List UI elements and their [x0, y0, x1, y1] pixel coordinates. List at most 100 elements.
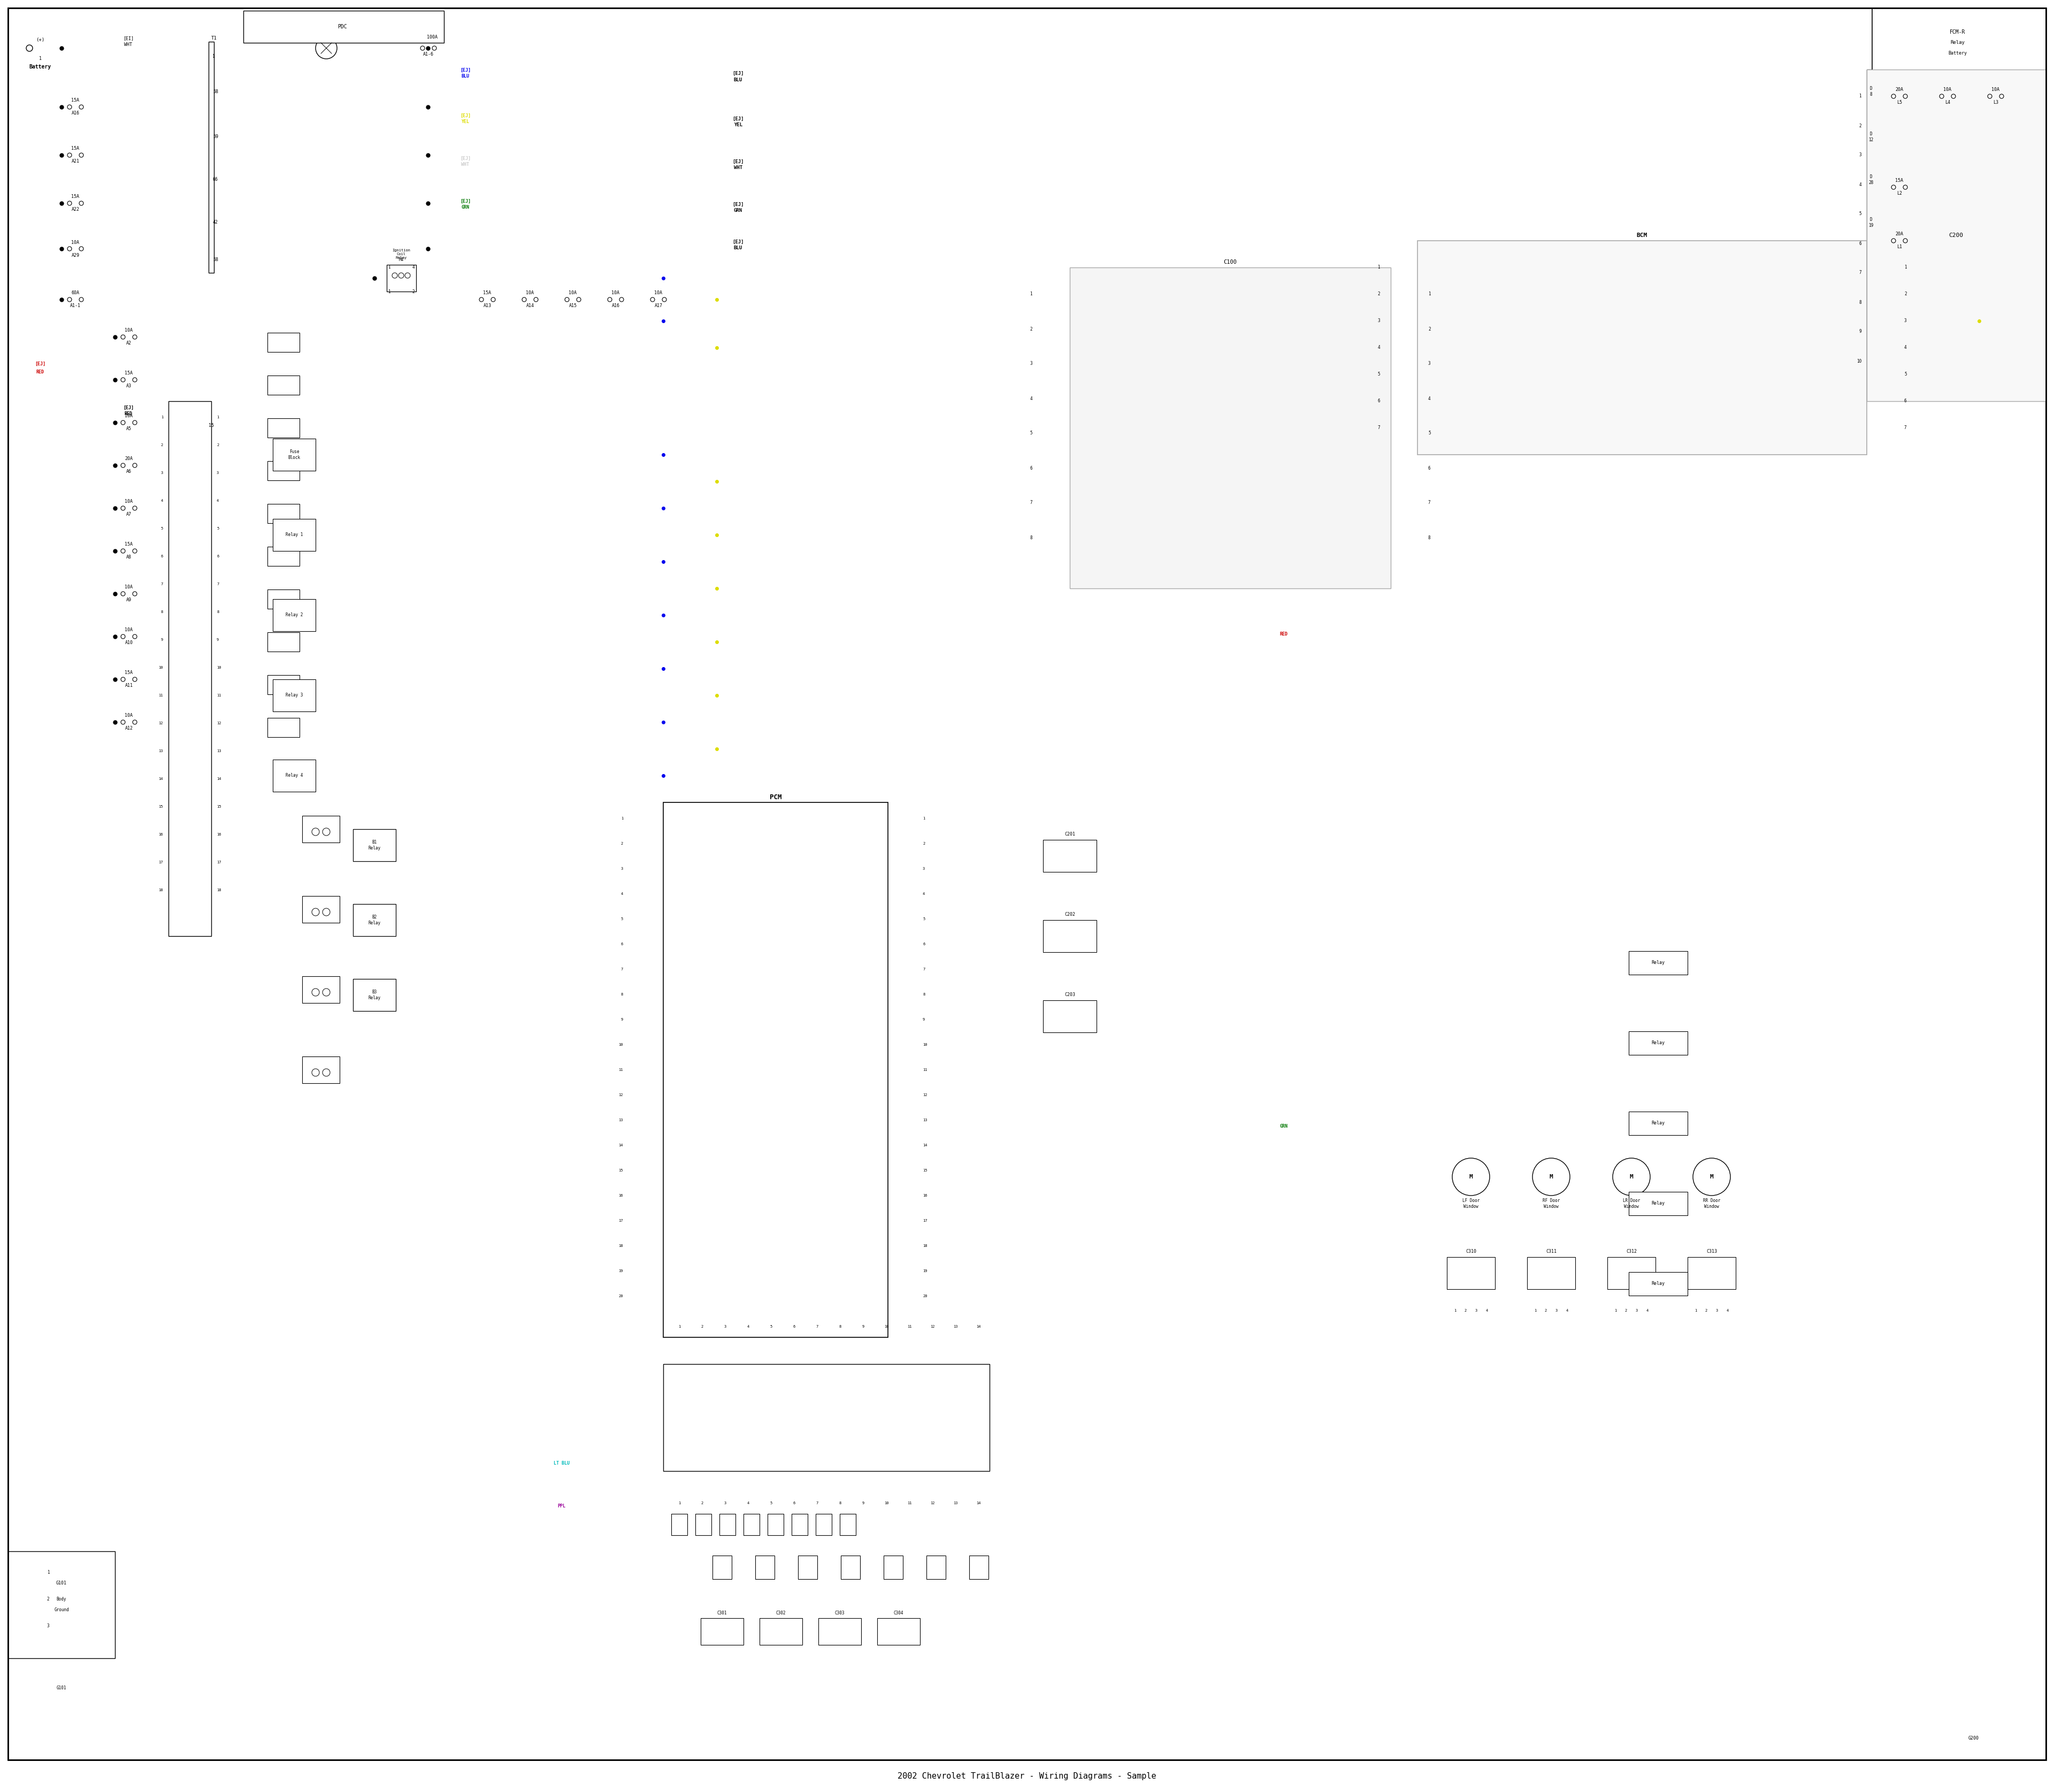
Text: 6: 6: [216, 556, 220, 557]
Circle shape: [534, 297, 538, 301]
Text: A12: A12: [125, 726, 134, 731]
Text: 6: 6: [160, 556, 162, 557]
Text: 3: 3: [1859, 152, 1861, 158]
Text: A1-6: A1-6: [423, 52, 433, 57]
Text: FCM-R: FCM-R: [1949, 29, 1966, 34]
Text: 17: 17: [216, 860, 222, 864]
Bar: [791, 1514, 807, 1536]
Text: C201: C201: [1064, 831, 1074, 837]
Bar: [840, 1514, 857, 1536]
Text: 12: 12: [930, 1502, 935, 1505]
Text: 2: 2: [1705, 1308, 1707, 1312]
Text: 5: 5: [1029, 430, 1033, 435]
Text: 10A: 10A: [125, 328, 134, 333]
Circle shape: [392, 272, 396, 278]
Circle shape: [405, 272, 411, 278]
Text: 7: 7: [1904, 425, 1906, 430]
Text: 10A: 10A: [125, 713, 134, 719]
Text: 1: 1: [1378, 265, 1380, 271]
Text: 8: 8: [922, 993, 924, 996]
Text: 9: 9: [863, 1324, 865, 1328]
Text: A29: A29: [72, 253, 80, 258]
Text: 12: 12: [930, 1324, 935, 1328]
Bar: [353, 903, 396, 935]
Text: 5: 5: [770, 1502, 772, 1505]
Bar: [242, 11, 444, 43]
Text: 11: 11: [216, 694, 222, 697]
Text: 6: 6: [1904, 400, 1906, 403]
Circle shape: [134, 720, 138, 724]
Text: 3: 3: [620, 867, 622, 871]
Circle shape: [479, 297, 483, 301]
Circle shape: [1904, 95, 1908, 99]
Text: 14: 14: [976, 1324, 980, 1328]
Bar: [877, 1618, 920, 1645]
Text: 20: 20: [618, 1294, 622, 1297]
Circle shape: [1892, 185, 1896, 190]
Circle shape: [68, 106, 72, 109]
Text: Relay 1: Relay 1: [286, 532, 302, 538]
Text: D
8: D 8: [1869, 86, 1873, 97]
Bar: [1629, 1032, 1688, 1055]
Text: 3: 3: [725, 1502, 727, 1505]
Text: 11: 11: [908, 1502, 912, 1505]
Text: 2: 2: [1859, 124, 1861, 127]
Text: 9: 9: [216, 638, 220, 642]
Text: A16: A16: [612, 303, 620, 308]
Circle shape: [68, 201, 72, 206]
Circle shape: [134, 378, 138, 382]
Bar: [267, 418, 300, 437]
Text: 3: 3: [1475, 1308, 1477, 1312]
Bar: [267, 461, 300, 480]
Circle shape: [312, 1068, 318, 1077]
Text: G101: G101: [55, 1581, 68, 1586]
Bar: [267, 504, 300, 523]
Text: 58: 58: [214, 258, 218, 262]
Circle shape: [134, 634, 138, 638]
Text: 10: 10: [216, 667, 222, 668]
Text: 10A: 10A: [655, 290, 663, 296]
Circle shape: [1692, 1158, 1729, 1195]
Text: PPL: PPL: [557, 1503, 565, 1509]
Text: 60A: 60A: [72, 290, 80, 296]
Text: [EJ]
BLU: [EJ] BLU: [460, 68, 470, 79]
Text: YEL: YEL: [733, 124, 741, 127]
Text: 18: 18: [158, 889, 162, 892]
Text: 10: 10: [922, 1043, 926, 1047]
Text: 4: 4: [1378, 346, 1380, 349]
Text: 3: 3: [1378, 319, 1380, 323]
Text: 15A: 15A: [125, 371, 134, 376]
Text: 17: 17: [922, 1219, 926, 1222]
Bar: [744, 1514, 760, 1536]
Text: C203: C203: [1064, 993, 1074, 998]
Text: 1: 1: [39, 56, 41, 61]
Text: 15A: 15A: [72, 99, 80, 102]
Text: L1: L1: [1896, 246, 1902, 249]
Text: C303: C303: [834, 1611, 844, 1615]
Text: 15A: 15A: [125, 543, 134, 547]
Text: M4: M4: [398, 256, 405, 262]
Text: 8: 8: [160, 611, 162, 613]
Circle shape: [398, 272, 405, 278]
Text: 18: 18: [922, 1244, 926, 1247]
Text: 7: 7: [1378, 425, 1380, 430]
Text: 10: 10: [618, 1043, 622, 1047]
Circle shape: [608, 297, 612, 301]
Text: 3: 3: [1904, 319, 1906, 323]
Text: Relay 2: Relay 2: [286, 613, 302, 618]
Text: 4: 4: [1485, 1308, 1489, 1312]
Text: Relay: Relay: [1651, 1041, 1666, 1045]
Text: 3: 3: [47, 1624, 49, 1629]
Text: 4: 4: [748, 1324, 750, 1328]
Text: A9: A9: [125, 599, 131, 602]
Text: 7: 7: [216, 582, 220, 586]
Text: A7: A7: [125, 513, 131, 518]
Text: 7: 7: [1029, 500, 1033, 505]
Text: LT BLU: LT BLU: [555, 1460, 569, 1466]
Circle shape: [121, 634, 125, 638]
Text: L4: L4: [1945, 100, 1949, 106]
Text: 1: 1: [1614, 1308, 1616, 1312]
Text: 2: 2: [47, 1597, 49, 1602]
Text: 1: 1: [47, 1570, 49, 1575]
Circle shape: [134, 464, 138, 468]
